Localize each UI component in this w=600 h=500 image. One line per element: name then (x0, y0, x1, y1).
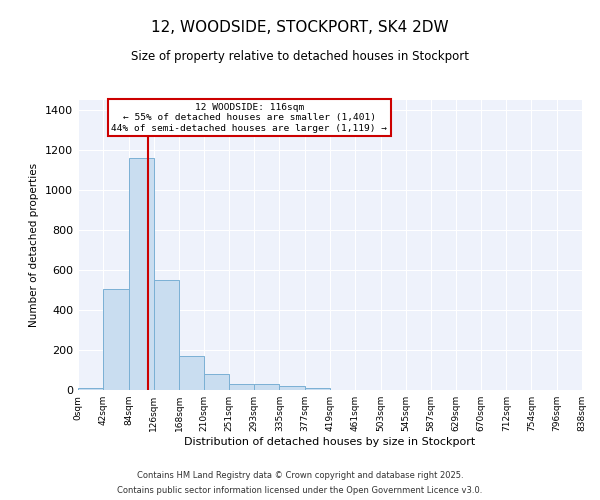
Bar (205, 374, 229, 390)
Bar (305, 388, 330, 390)
Text: Size of property relative to detached houses in Stockport: Size of property relative to detached ho… (131, 50, 469, 63)
Bar (280, 386, 305, 390)
Text: Contains HM Land Registry data © Crown copyright and database right 2025.: Contains HM Land Registry data © Crown c… (137, 471, 463, 480)
Bar (229, 384, 254, 390)
Bar (254, 384, 280, 390)
Y-axis label: Number of detached properties: Number of detached properties (29, 163, 40, 327)
Text: 12, WOODSIDE, STOCKPORT, SK4 2DW: 12, WOODSIDE, STOCKPORT, SK4 2DW (151, 20, 449, 35)
Bar (179, 356, 205, 390)
Bar (78, 388, 103, 390)
Bar (103, 289, 128, 390)
Bar (154, 280, 179, 390)
Text: 12 WOODSIDE: 116sqm
← 55% of detached houses are smaller (1,401)
44% of semi-det: 12 WOODSIDE: 116sqm ← 55% of detached ho… (112, 103, 388, 132)
X-axis label: Distribution of detached houses by size in Stockport: Distribution of detached houses by size … (184, 437, 476, 447)
Bar (128, 158, 154, 390)
Text: Contains public sector information licensed under the Open Government Licence v3: Contains public sector information licen… (118, 486, 482, 495)
